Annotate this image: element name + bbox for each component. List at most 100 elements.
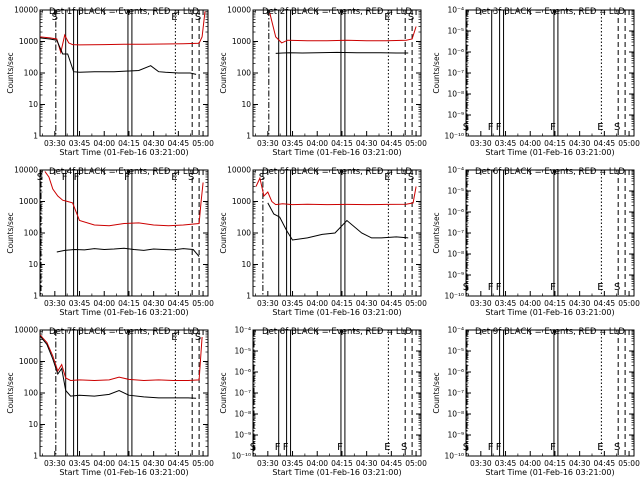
y-tick-label: 10⁻⁷ [447, 389, 464, 398]
marker-label: F [124, 172, 130, 183]
y-tick-label: 10⁻⁸ [447, 410, 464, 419]
x-tick-label: 03:45 [495, 139, 517, 148]
series-events-line [39, 37, 197, 75]
panel-7: Det 7f BLACK = Events, RED = LLD 1 10 100 10… [6, 326, 214, 478]
y-tick-label: 1 [33, 292, 38, 301]
x-axis-label: Start Time (01-Feb-16 03:21:00) [485, 308, 614, 317]
x-tick-label: 04:15 [118, 459, 140, 468]
marker-label: S [37, 172, 43, 183]
x-tick-label: 03:45 [495, 459, 517, 468]
y-tick-label: 10000 [227, 6, 251, 15]
y-tick-label: 10⁻⁹ [447, 431, 464, 440]
y-tick-label: 10⁻⁶ [234, 368, 251, 377]
chart-title: Det 8f BLACK = Events, RED = LLD [262, 327, 412, 337]
panel-3: Det 3f BLACK = Events, RED = LLD 10⁻¹⁰ 10⁻… [432, 6, 640, 158]
x-tick-label: 05:00 [405, 459, 427, 468]
marker-label: E [597, 442, 603, 453]
marker-label: F [337, 442, 343, 453]
y-tick-label: 10000 [227, 166, 251, 175]
marker-label: E [171, 12, 177, 23]
y-tick-label: 10000 [14, 166, 38, 175]
x-tick-label: 04:00 [306, 139, 328, 148]
x-tick-label: 04:30 [569, 139, 591, 148]
y-tick-label: 10⁻¹⁰ [444, 292, 464, 301]
y-tick-label: 1000 [19, 357, 38, 366]
marker-label: S [401, 442, 407, 453]
y-axis-label: Counts/sec [6, 212, 15, 253]
y-tick-label: 1000 [19, 197, 38, 206]
x-axis-label: Start Time (01-Feb-16 03:21:00) [272, 468, 401, 477]
chart-title: Det 6f BLACK = Events, RED = LLD [475, 167, 625, 177]
series-events-line [267, 202, 409, 241]
y-tick-label: 10⁻⁴ [447, 166, 464, 175]
series-lld-line [269, 12, 417, 44]
x-tick-label: 04:45 [594, 459, 616, 468]
x-tick-label: 04:30 [356, 139, 378, 148]
marker-label: E [384, 172, 390, 183]
y-tick-label: 10000 [14, 326, 38, 335]
y-axis-label: Counts/sec [6, 52, 15, 93]
x-tick-label: 05:00 [192, 459, 214, 468]
y-tick-label: 10⁻¹⁰ [444, 132, 464, 141]
marker-label: F [550, 442, 556, 453]
x-tick-label: 04:45 [594, 299, 616, 308]
x-tick-label: 04:15 [331, 299, 353, 308]
marker-label: F [488, 442, 494, 453]
x-tick-label: 04:45 [594, 139, 616, 148]
y-tick-label: 1 [33, 452, 38, 461]
x-tick-label: 04:30 [356, 459, 378, 468]
x-tick-label: 04:30 [356, 299, 378, 308]
marker-label: F [550, 122, 556, 133]
series-lld-line [39, 334, 203, 382]
y-axis-label: Counts/sec [219, 52, 228, 93]
y-tick-label: 10⁻⁹ [447, 271, 464, 280]
x-tick-label: 04:00 [93, 459, 115, 468]
y-tick-label: 10⁻⁹ [234, 431, 251, 440]
x-tick-label: 05:00 [192, 299, 214, 308]
chart-title: Det 1f BLACK = Events, RED = LLD [49, 7, 199, 17]
y-tick-label: 10 [28, 100, 38, 109]
y-tick-label: 10⁻⁶ [447, 208, 464, 217]
y-tick-label: 10⁻⁵ [447, 187, 464, 196]
marker-label: S [250, 442, 256, 453]
y-tick-label: 1000 [232, 37, 251, 46]
x-axis-label: Start Time (01-Feb-16 03:21:00) [59, 468, 188, 477]
x-tick-label: 04:15 [331, 139, 353, 148]
marker-label: F [488, 122, 494, 133]
x-tick-label: 04:30 [143, 299, 165, 308]
x-axis-label: Start Time (01-Feb-16 03:21:00) [272, 148, 401, 157]
y-tick-label: 1000 [232, 197, 251, 206]
x-tick-label: 03:30 [257, 139, 279, 148]
x-tick-label: 04:15 [544, 299, 566, 308]
x-tick-label: 03:30 [257, 459, 279, 468]
x-tick-label: 04:00 [519, 459, 541, 468]
x-tick-label: 04:45 [381, 459, 403, 468]
marker-label: F [283, 442, 289, 453]
x-tick-label: 05:00 [405, 139, 427, 148]
chart-title: Det 3f BLACK = Events, RED = LLD [475, 7, 625, 17]
y-axis-label: Counts/sec [432, 212, 441, 253]
x-tick-label: 03:45 [282, 139, 304, 148]
marker-label: E [597, 122, 603, 133]
panel-4: Det 4f BLACK = Events, RED = LLD 1 10 100 10… [6, 166, 214, 318]
x-axis-label: Start Time (01-Feb-16 03:21:00) [485, 148, 614, 157]
marker-label: S [614, 442, 620, 453]
y-axis-label: Counts/sec [6, 372, 15, 413]
marker-label: S [195, 332, 201, 343]
x-axis-label: Start Time (01-Feb-16 03:21:00) [59, 308, 188, 317]
y-tick-label: 100 [237, 69, 252, 78]
y-tick-label: 10⁻⁴ [447, 6, 464, 15]
x-tick-label: 04:00 [93, 299, 115, 308]
x-tick-label: 04:45 [381, 299, 403, 308]
chart-title: Det 9f BLACK = Events, RED = LLD [475, 327, 625, 337]
x-tick-label: 04:00 [306, 459, 328, 468]
marker-label: E [597, 282, 603, 293]
y-axis-label: Counts/sec [219, 212, 228, 253]
marker-label: S [52, 12, 58, 23]
y-tick-label: 10⁻⁵ [447, 347, 464, 356]
y-tick-label: 1 [246, 132, 251, 141]
y-tick-label: 10⁻⁸ [447, 90, 464, 99]
y-tick-label: 10 [241, 260, 251, 269]
x-axis-label: Start Time (01-Feb-16 03:21:00) [485, 468, 614, 477]
y-tick-label: 10⁻⁶ [447, 368, 464, 377]
